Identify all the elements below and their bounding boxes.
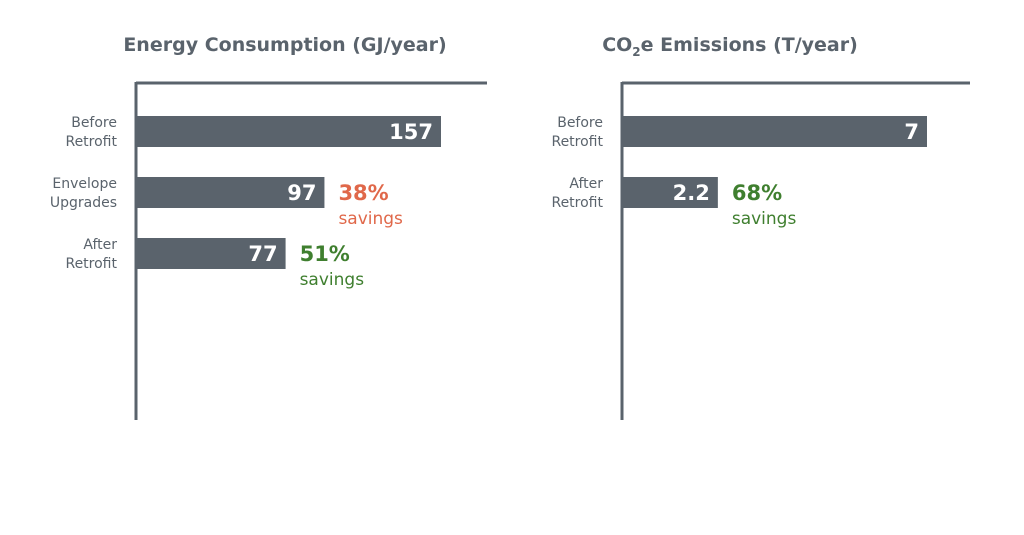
bar-value-label: 97 xyxy=(287,181,316,205)
bar-value-label: 77 xyxy=(248,242,277,266)
savings-percent: 38% xyxy=(338,181,388,205)
category-label: Envelope xyxy=(52,176,117,192)
chart-panel-1: Energy Consumption (GJ/year) 157 Before Ret… xyxy=(50,34,487,420)
savings-label: savings xyxy=(338,209,403,229)
chart-title: Energy Consumption (GJ/year) xyxy=(123,34,446,56)
bar-value-label: 2.2 xyxy=(673,181,710,205)
category-label: Before xyxy=(557,115,603,131)
savings-label: savings xyxy=(732,209,797,229)
category-label: Retrofit xyxy=(551,134,603,150)
bar xyxy=(622,177,718,208)
category-label: Retrofit xyxy=(551,195,603,211)
bar-value-label: 157 xyxy=(389,120,433,144)
bar xyxy=(622,116,927,147)
savings-percent: 51% xyxy=(300,242,350,266)
category-label: Retrofit xyxy=(65,134,117,150)
chart-title: CO2e Emissions (T/year) xyxy=(602,34,858,59)
category-label: Before xyxy=(71,115,117,131)
bar-value-label: 7 xyxy=(904,120,919,144)
category-label: After xyxy=(83,237,117,253)
category-label: Upgrades xyxy=(50,195,117,211)
bar xyxy=(136,238,286,269)
savings-label: savings xyxy=(300,270,365,290)
savings-percent: 68% xyxy=(732,181,782,205)
chart-panel-2: CO2e Emissions (T/year) 7 Before Retrofit 2.… xyxy=(551,34,970,420)
bar xyxy=(136,177,325,208)
category-label: Retrofit xyxy=(65,256,117,272)
bar xyxy=(136,116,441,147)
category-label: After xyxy=(569,176,603,192)
